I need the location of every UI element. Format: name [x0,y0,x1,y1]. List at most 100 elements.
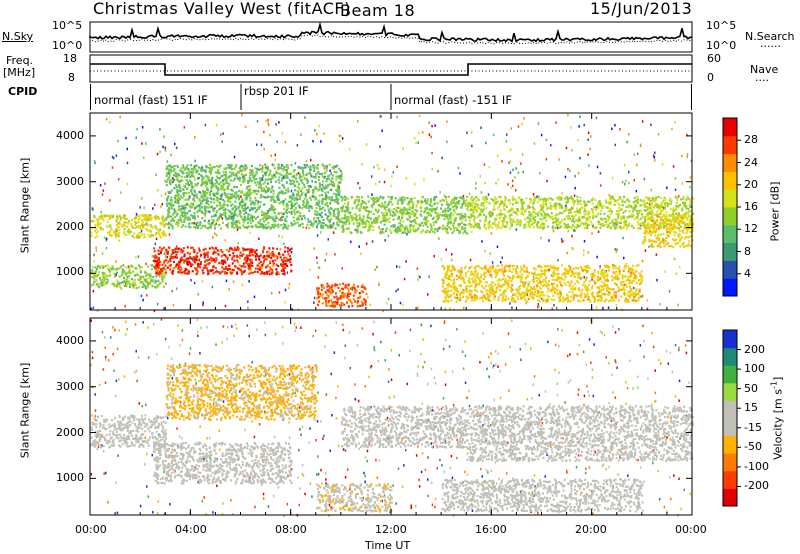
heatmap-cell [118,275,121,278]
heatmap-cell [263,216,266,219]
heatmap-cell [364,226,367,229]
heatmap-cell [225,216,227,219]
heatmap-cell [500,226,503,230]
heatmap-cell [202,176,205,179]
heatmap-cell [546,207,548,211]
heatmap-cell [532,226,535,229]
heatmap-cell [335,175,338,178]
heatmap-cell [327,175,330,178]
heatmap-cell [172,217,174,220]
heatmap-cell [213,207,216,210]
heatmap-cell [331,224,334,227]
heatmap-cell [191,172,194,175]
heatmap-cell [678,223,681,226]
heatmap-cell [444,207,447,210]
heatmap-cell [233,214,236,217]
heatmap-cell [137,214,140,217]
heatmap-cell [427,293,429,296]
heatmap-cell [550,144,552,147]
heatmap-cell [291,192,294,195]
heatmap-cell [255,177,258,181]
heatmap-cell [242,262,245,265]
heatmap-cell [424,208,427,211]
heatmap-cell [335,217,338,220]
heatmap-cell [165,174,168,177]
heatmap-cell [257,255,260,258]
heatmap-cell [344,216,347,219]
heatmap-cell [95,218,98,221]
heatmap-cell [239,214,242,217]
heatmap-cell [459,196,461,199]
heatmap-cell [183,204,186,207]
heatmap-cell [477,207,480,210]
heatmap-cell [480,202,483,205]
heatmap-cell [665,214,667,217]
heatmap-cell [322,206,324,209]
heatmap-cell [470,215,473,218]
heatmap-cell [267,122,269,125]
heatmap-cell [263,220,266,223]
heatmap-cell [168,206,171,210]
heatmap-cell [105,246,108,250]
heatmap-cell [318,188,321,191]
heatmap-cell [244,197,247,200]
heatmap-cell [572,199,575,203]
heatmap-cell [307,220,310,223]
heatmap-cell [231,203,234,206]
heatmap-cell [131,235,134,238]
heatmap-cell [323,166,326,169]
heatmap-cell [375,221,378,224]
heatmap-cell [136,286,139,289]
heatmap-cell [286,174,289,177]
heatmap-cell [334,300,337,304]
heatmap-cell [554,205,557,208]
heatmap-cell [664,225,667,228]
heatmap-cell [320,283,323,287]
heatmap-cell [172,256,175,259]
heatmap-cell [349,148,351,151]
heatmap-cell [272,176,275,179]
heatmap-cell [158,260,160,263]
heatmap-cell [514,176,516,179]
heatmap-cell [316,286,318,289]
heatmap-cell [146,294,148,297]
heatmap-cell [188,195,191,198]
heatmap-cell [97,222,100,225]
heatmap-cell [109,267,111,270]
heatmap-cell [242,265,245,268]
heatmap-cell [319,292,322,295]
heatmap-cell [340,225,343,228]
heatmap-cell [100,215,103,218]
heatmap-cell [341,137,344,140]
heatmap-cell [286,207,289,210]
heatmap-cell [621,208,624,211]
heatmap-cell [330,299,333,302]
heatmap-cell [238,209,241,212]
heatmap-cell [174,247,177,250]
heatmap-cell [247,216,249,219]
heatmap-cell [326,285,329,288]
heatmap-cell [288,248,291,251]
heatmap-cell [123,227,126,231]
heatmap-cell [150,218,152,221]
heatmap-cell [633,153,635,157]
heatmap-cell [173,174,175,177]
heatmap-cell [265,120,267,123]
heatmap-cell [280,218,282,222]
heatmap-cell [277,198,279,201]
heatmap-cell [174,184,177,187]
heatmap-cell [123,284,126,287]
heatmap-cell [117,217,120,220]
heatmap-cell [514,212,517,215]
heatmap-cell [181,179,184,182]
heatmap-cell [409,226,412,230]
heatmap-cell [199,192,202,195]
heatmap-cell [394,214,397,217]
heatmap-cell [475,223,478,226]
heatmap-cell [171,270,174,273]
heatmap-cell [507,183,509,186]
heatmap-cell [149,224,152,227]
heatmap-cell [123,230,126,234]
heatmap-cell [300,193,303,197]
heatmap-cell [428,203,431,207]
